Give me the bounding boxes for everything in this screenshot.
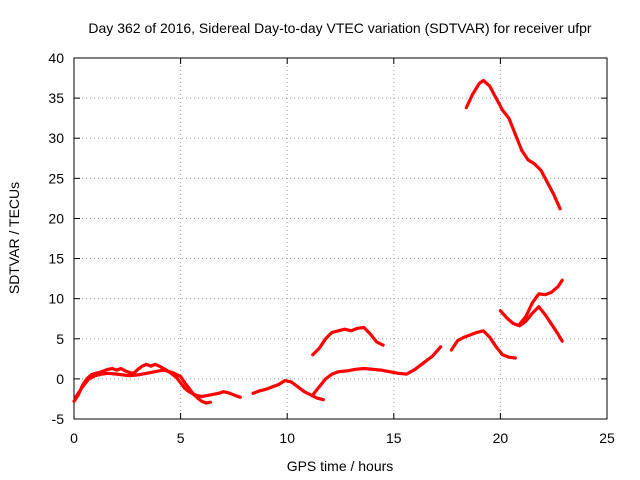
y-tick-label: 0 xyxy=(56,371,64,387)
y-axis-label: SDTVAR / TECUs xyxy=(6,182,22,294)
series-line-arc-4 xyxy=(311,345,443,397)
chart-title: Day 362 of 2016, Sidereal Day-to-day VTE… xyxy=(88,20,592,36)
series-line-arc-5 xyxy=(311,325,385,357)
series-line-arc-3 xyxy=(251,378,325,402)
y-tick-label: 10 xyxy=(48,291,64,307)
x-tick-label: 15 xyxy=(386,430,402,446)
series-line-arc-7 xyxy=(464,78,562,211)
x-tick-label: 25 xyxy=(599,430,615,446)
series-line-arc-2 xyxy=(74,368,212,405)
y-tick-label: 15 xyxy=(48,251,64,267)
x-tick-label: 10 xyxy=(279,430,295,446)
x-tick-label: 20 xyxy=(493,430,509,446)
series-line-arc-1 xyxy=(72,362,242,403)
y-tick-label: 20 xyxy=(48,210,64,226)
y-tick-label: 35 xyxy=(48,90,64,106)
y-tick-label: 40 xyxy=(48,50,64,66)
x-axis-label: GPS time / hours xyxy=(287,458,394,474)
plot-border xyxy=(73,57,608,420)
y-tick-label: 30 xyxy=(48,130,64,146)
x-axis-tick-labels: 0 5 10 15 20 25 xyxy=(70,430,615,446)
y-axis-tick-labels: -5 0 5 10 15 20 25 30 35 40 xyxy=(48,50,64,427)
y-tick-label: -5 xyxy=(52,411,65,427)
y-tick-label: 25 xyxy=(48,170,64,186)
series-layer xyxy=(72,78,564,405)
x-tick-label: 0 xyxy=(70,430,78,446)
axis-ticks xyxy=(73,57,608,420)
series-line-arc-9 xyxy=(517,278,564,326)
series-line-arc-6 xyxy=(449,329,517,360)
series-line-arc-8 xyxy=(498,305,564,343)
x-tick-label: 5 xyxy=(177,430,185,446)
y-tick-label: 5 xyxy=(56,331,64,347)
